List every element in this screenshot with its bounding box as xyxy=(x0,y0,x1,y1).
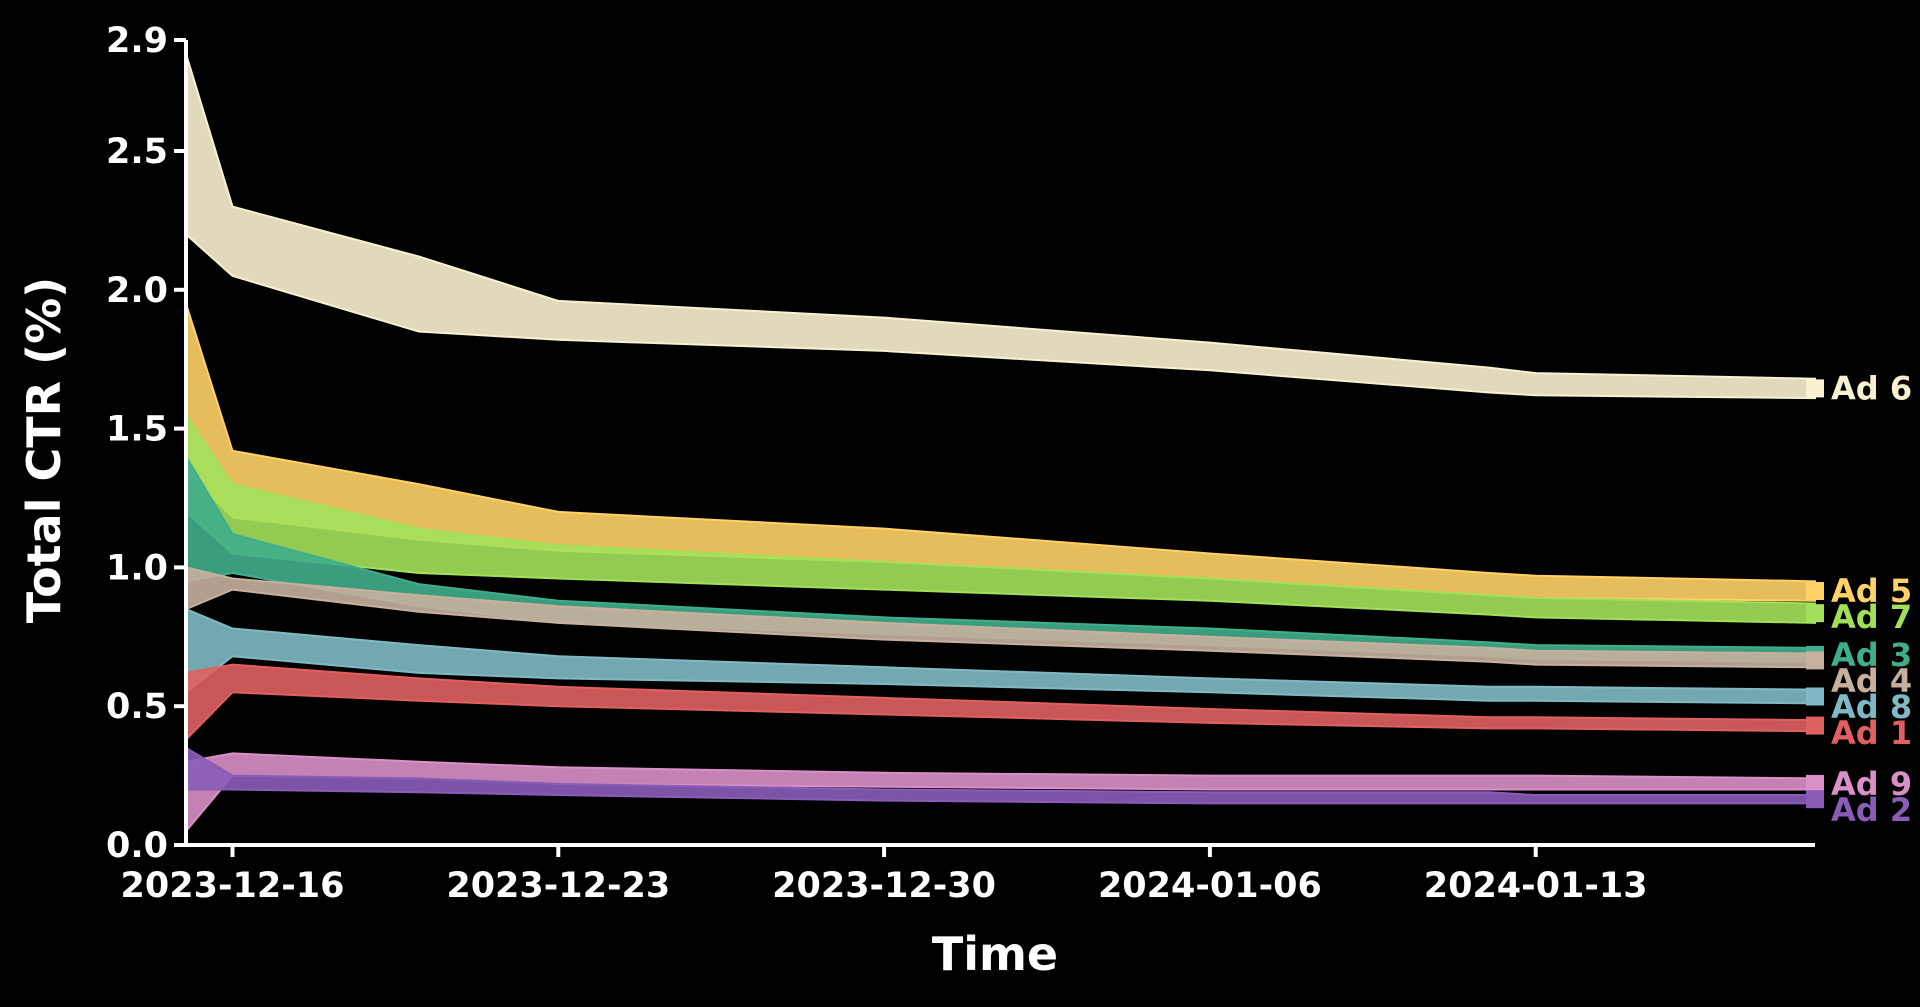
y-tick-label: 1.0 xyxy=(106,548,168,588)
end-marker-ad-2 xyxy=(1806,790,1824,809)
series-label-ad-4: Ad 4 xyxy=(1831,662,1912,700)
x-tick-label: 2023-12-30 xyxy=(772,866,996,906)
x-ticks: 2023-12-16 2023-12-23 2023-12-30 2024-01-06… xyxy=(121,845,1648,906)
end-marker-ad-5 xyxy=(1806,582,1824,600)
end-marker-ad-9 xyxy=(1806,774,1824,793)
y-axis-label: Total CTR (%) xyxy=(17,277,71,623)
series-label-ad-7: Ad 7 xyxy=(1831,598,1912,636)
y-tick-label: 0.0 xyxy=(106,826,168,866)
y-tick-label: 2.0 xyxy=(106,271,168,311)
y-tick-label: 0.5 xyxy=(106,687,168,727)
end-marker-ad-8 xyxy=(1806,687,1824,706)
end-marker-ad-4 xyxy=(1806,651,1824,670)
series-label-ad-8: Ad 8 xyxy=(1831,688,1912,726)
y-tick-label: 2.5 xyxy=(106,132,168,172)
band-ad-6 xyxy=(185,53,1816,400)
end-marker-ad-7 xyxy=(1806,604,1824,623)
x-tick-label: 2023-12-23 xyxy=(446,866,670,906)
series-label-ad-5: Ad 5 xyxy=(1831,572,1912,610)
series-label-ad-3: Ad 3 xyxy=(1831,636,1912,674)
series-labels: Ad 6 Ad 5Ad 7Ad 3Ad 4Ad 8Ad 1 Ad 9Ad 2 xyxy=(1831,369,1912,829)
x-tick-label: 2023-12-16 xyxy=(121,866,345,906)
y-tick-label: 2.9 xyxy=(106,21,168,61)
band-ad-7 xyxy=(185,411,1816,624)
series-label-ad-6: Ad 6 xyxy=(1831,369,1912,407)
end-marker-ad-6 xyxy=(1806,379,1824,398)
series-label-ad-1: Ad 1 xyxy=(1831,714,1912,752)
x-axis-label: Time xyxy=(932,927,1058,981)
y-ticks: 0.0 0.5 1.0 1.5 2.0 2.5 2.9 xyxy=(106,21,186,866)
end-marker-ad-1 xyxy=(1806,716,1824,735)
y-tick-label: 1.5 xyxy=(106,410,168,450)
series-label-ad-9: Ad 9 xyxy=(1831,765,1912,803)
x-tick-label: 2024-01-06 xyxy=(1098,866,1322,906)
series-bands xyxy=(185,53,1824,834)
x-tick-label: 2024-01-13 xyxy=(1424,866,1648,906)
series-label-ad-2: Ad 2 xyxy=(1831,791,1912,829)
